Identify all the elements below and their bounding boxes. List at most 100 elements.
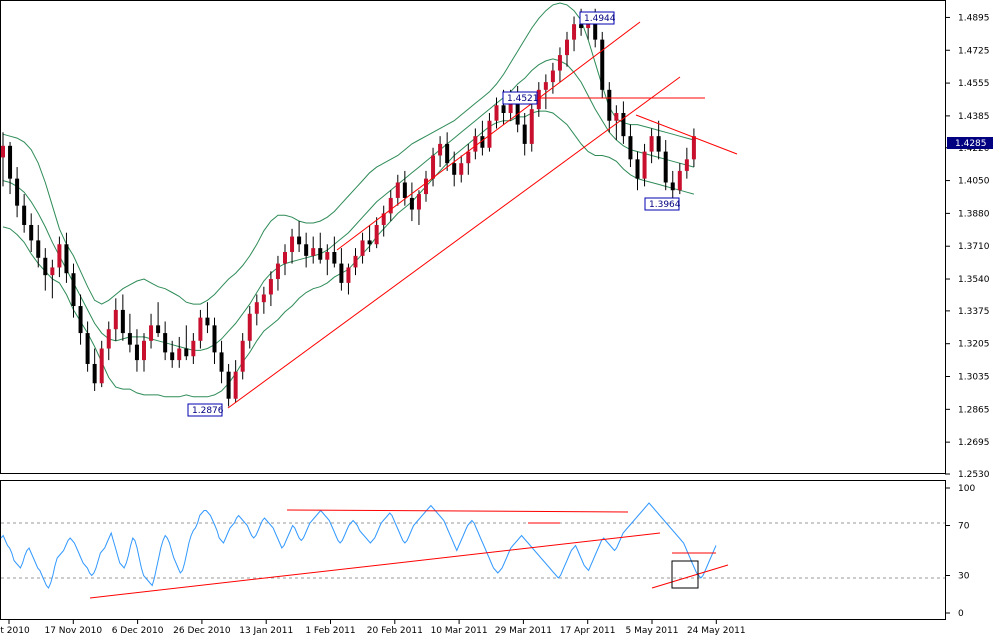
date-tick-label: 1 Feb 2011	[305, 626, 355, 636]
price-tick-label: 1.4895	[958, 13, 990, 23]
trend-lines	[227, 21, 738, 409]
price-tick-label: 1.3205	[958, 340, 990, 350]
price-axis: 1.48951.47251.45551.43851.42201.40501.38…	[945, 13, 990, 480]
candle	[367, 224, 372, 252]
candle	[29, 213, 34, 252]
price-tick-label: 1.4555	[958, 79, 990, 89]
candle	[43, 248, 48, 291]
price-tick-label: 1.4050	[958, 177, 990, 187]
candle	[233, 360, 238, 403]
downtrend-line	[635, 114, 738, 155]
date-tick-label: 6 Dec 2010	[112, 626, 164, 636]
candle	[607, 82, 612, 133]
candle	[572, 16, 577, 52]
candle	[522, 113, 527, 156]
date-tick-label: 26 Dec 2010	[173, 626, 231, 636]
candle	[71, 263, 76, 318]
rsi-axis: 100 70 30 0	[945, 484, 975, 619]
candle	[438, 136, 443, 168]
channel-upper-line	[336, 21, 641, 251]
candle	[212, 317, 217, 364]
price-tick-label: 1.3375	[958, 307, 990, 317]
candlesticks	[1, 8, 696, 407]
candle	[424, 170, 428, 202]
band-middle	[2, 58, 695, 351]
candle	[677, 163, 682, 195]
rsi-tick-label: 30	[958, 572, 970, 582]
candle	[1, 132, 5, 187]
candle	[346, 263, 351, 295]
candle	[283, 244, 287, 276]
candle	[318, 232, 323, 264]
candle	[381, 205, 386, 237]
candle	[325, 244, 330, 276]
candle	[452, 151, 457, 187]
candle	[297, 221, 302, 252]
date-axis: Oct 2010 17 Nov 2010 6 Dec 2010 26 Dec 2010…	[0, 620, 746, 636]
candle	[360, 232, 365, 264]
candle	[473, 128, 478, 160]
candle	[64, 232, 69, 283]
band-upper	[2, 2, 695, 305]
candle	[445, 132, 450, 171]
candle	[649, 128, 654, 164]
annotation-resistance: 1.4521	[502, 91, 539, 105]
candle	[431, 147, 436, 187]
date-tick-label: 20 Feb 2011	[367, 626, 423, 636]
svg-text:1.4285: 1.4285	[955, 139, 987, 149]
candle	[254, 294, 259, 326]
candle	[50, 259, 55, 299]
svg-text:1.4521: 1.4521	[507, 94, 539, 104]
candle	[92, 348, 97, 391]
candle	[628, 124, 633, 168]
candle	[494, 97, 499, 129]
channel-lower-line	[227, 76, 681, 409]
candle	[261, 286, 266, 314]
candle	[656, 120, 661, 160]
candle	[226, 363, 231, 407]
date-tick-label: Oct 2010	[0, 626, 30, 636]
candle	[219, 340, 224, 384]
candle	[247, 306, 252, 349]
candle	[487, 113, 492, 152]
price-annotations: 1.4944 1.4521 1.2876 1.3964	[187, 11, 681, 417]
candle	[480, 120, 485, 156]
candle	[36, 224, 41, 268]
candle	[557, 47, 562, 83]
candle	[156, 302, 161, 337]
candle	[459, 155, 464, 183]
rsi-plot-frame	[0, 480, 946, 620]
candle	[691, 128, 696, 168]
svg-text:1.4944: 1.4944	[584, 14, 616, 24]
candle	[198, 309, 203, 349]
rsi-line	[0, 502, 717, 589]
price-tick-label: 1.3540	[958, 275, 990, 285]
candle	[85, 321, 90, 372]
rsi-tick-label: 70	[958, 522, 970, 532]
candle	[374, 217, 379, 249]
price-tick-label: 1.3035	[958, 373, 990, 383]
candle	[304, 232, 309, 268]
annotation-low: 1.2876	[187, 403, 224, 417]
candle	[543, 74, 548, 110]
rsi-trend-lines	[89, 509, 729, 599]
candle	[395, 174, 400, 206]
main-plot-frame	[0, 0, 946, 474]
candle	[191, 333, 196, 364]
candle	[600, 31, 605, 98]
date-tick-label: 13 Jan 2011	[239, 626, 293, 636]
date-tick-label: 10 Mar 2011	[431, 626, 488, 636]
bollinger-bands	[2, 2, 695, 398]
candle	[240, 333, 245, 380]
candle	[120, 294, 125, 341]
price-tick-label: 1.3880	[958, 209, 990, 219]
candle	[184, 325, 189, 361]
rsi-highlight-box	[671, 560, 699, 589]
date-tick-label: 17 Apr 2011	[560, 626, 616, 636]
candle	[635, 151, 640, 191]
candle	[57, 236, 62, 278]
date-tick-label: 24 May 2011	[687, 626, 746, 636]
rsi-tick-label: 0	[958, 609, 964, 619]
candle	[8, 141, 13, 195]
candle	[565, 31, 569, 67]
